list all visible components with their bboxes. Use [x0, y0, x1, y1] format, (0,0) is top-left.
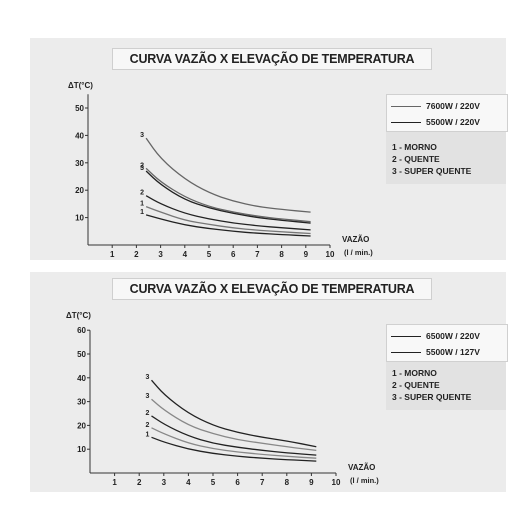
x-tick-label: 4 — [183, 250, 188, 259]
legend-entry: 5500W / 220V — [391, 116, 480, 128]
x-tick-label: 3 — [162, 478, 167, 487]
y-axis-label: ΔT(°C) — [66, 311, 91, 320]
series-label: 3 — [140, 132, 144, 139]
series-label: 1 — [140, 201, 144, 208]
x-axis-unit: (l / min.) — [344, 248, 373, 257]
x-tick-label: 9 — [309, 478, 314, 487]
series-label: 1 — [140, 209, 144, 216]
series-label: 3 — [140, 165, 144, 172]
x-tick-label: 9 — [304, 250, 309, 259]
x-tick-label: 5 — [211, 478, 216, 487]
x-tick-label: 2 — [134, 250, 139, 259]
y-tick-label: 50 — [75, 104, 84, 113]
level-list: 1 - MORNO 2 - QUENTE 3 - SUPER QUENTE — [392, 367, 471, 403]
chart-panel-bottom: CURVA VAZÃO X ELEVAÇÃO DE TEMPERATURA 65… — [30, 272, 508, 492]
legend-entry: 6500W / 220V — [391, 330, 480, 342]
series-line — [151, 398, 317, 452]
series-line — [145, 170, 311, 224]
y-tick-label: 10 — [77, 445, 86, 454]
series-label: 1 — [146, 431, 150, 438]
series-label: 2 — [140, 162, 144, 169]
chart-title: CURVA VAZÃO X ELEVAÇÃO DE TEMPERATURA — [112, 278, 432, 300]
series-line — [145, 195, 311, 231]
x-tick-label: 4 — [186, 478, 191, 487]
x-tick-label: 8 — [279, 250, 284, 259]
y-tick-label: 10 — [75, 214, 84, 223]
y-tick-label: 40 — [75, 131, 84, 140]
level-list: 1 - MORNO 2 - QUENTE 3 - SUPER QUENTE — [392, 141, 471, 177]
legend-line-icon — [391, 105, 421, 107]
series-line — [145, 205, 311, 235]
level-item: 2 - QUENTE — [392, 154, 440, 164]
series-line — [151, 379, 317, 448]
x-tick-label: 5 — [207, 250, 212, 259]
level-item: 3 - SUPER QUENTE — [392, 166, 472, 176]
legend-label: 7600W / 220V — [426, 101, 480, 111]
series-label: 3 — [146, 374, 150, 381]
series-line — [145, 214, 311, 237]
legend-line-icon — [391, 335, 421, 337]
y-tick-label: 30 — [75, 159, 84, 168]
legend-label: 6500W / 220V — [426, 331, 480, 341]
series-line — [151, 427, 317, 459]
x-tick-label: 8 — [285, 478, 290, 487]
x-tick-label: 10 — [332, 478, 341, 487]
series-label: 2 — [146, 422, 150, 429]
legend-label: 5500W / 127V — [426, 347, 480, 357]
y-tick-label: 40 — [77, 374, 86, 383]
legend-entry: 7600W / 220V — [391, 100, 480, 112]
legend-panel: 6500W / 220V 5500W / 127V 1 - MORNO 2 - … — [386, 324, 508, 410]
x-tick-label: 7 — [260, 478, 265, 487]
x-tick-label: 10 — [326, 250, 335, 259]
x-axis-label: VAZÃO — [348, 463, 375, 472]
series-line — [151, 436, 317, 462]
y-tick-label: 20 — [77, 421, 86, 430]
level-item: 3 - SUPER QUENTE — [392, 392, 472, 402]
legend-line-icon — [391, 351, 421, 353]
y-tick-label: 60 — [77, 326, 86, 335]
series-line — [145, 137, 311, 213]
series-label: 2 — [140, 190, 144, 197]
x-tick-label: 1 — [112, 478, 117, 487]
legend-series-box: 6500W / 220V 5500W / 127V — [386, 324, 508, 362]
legend-series-box: 7600W / 220V 5500W / 220V — [386, 94, 508, 132]
chart-title: CURVA VAZÃO X ELEVAÇÃO DE TEMPERATURA — [112, 48, 432, 70]
x-tick-label: 6 — [235, 478, 240, 487]
chart-panel-top: CURVA VAZÃO X ELEVAÇÃO DE TEMPERATURA 76… — [30, 38, 508, 260]
x-tick-label: 7 — [255, 250, 260, 259]
x-axis-unit: (l / min.) — [350, 476, 379, 485]
level-item: 2 - QUENTE — [392, 380, 440, 390]
x-axis-label: VAZÃO — [342, 235, 369, 244]
x-tick-label: 1 — [110, 250, 115, 259]
y-tick-label: 30 — [77, 398, 86, 407]
y-tick-label: 50 — [77, 350, 86, 359]
legend-line-icon — [391, 121, 421, 123]
legend-panel: 7600W / 220V 5500W / 220V 1 - MORNO 2 - … — [386, 94, 508, 184]
level-item: 1 - MORNO — [392, 368, 437, 378]
legend-label: 5500W / 220V — [426, 117, 480, 127]
series-label: 3 — [146, 393, 150, 400]
legend-entry: 5500W / 127V — [391, 346, 480, 358]
x-tick-label: 2 — [137, 478, 142, 487]
y-axis-label: ΔT(°C) — [68, 81, 93, 90]
level-item: 1 - MORNO — [392, 142, 437, 152]
x-tick-label: 6 — [231, 250, 236, 259]
series-line — [151, 415, 317, 456]
y-tick-label: 20 — [75, 186, 84, 195]
series-line — [145, 167, 311, 223]
x-tick-label: 3 — [158, 250, 163, 259]
series-label: 2 — [146, 410, 150, 417]
